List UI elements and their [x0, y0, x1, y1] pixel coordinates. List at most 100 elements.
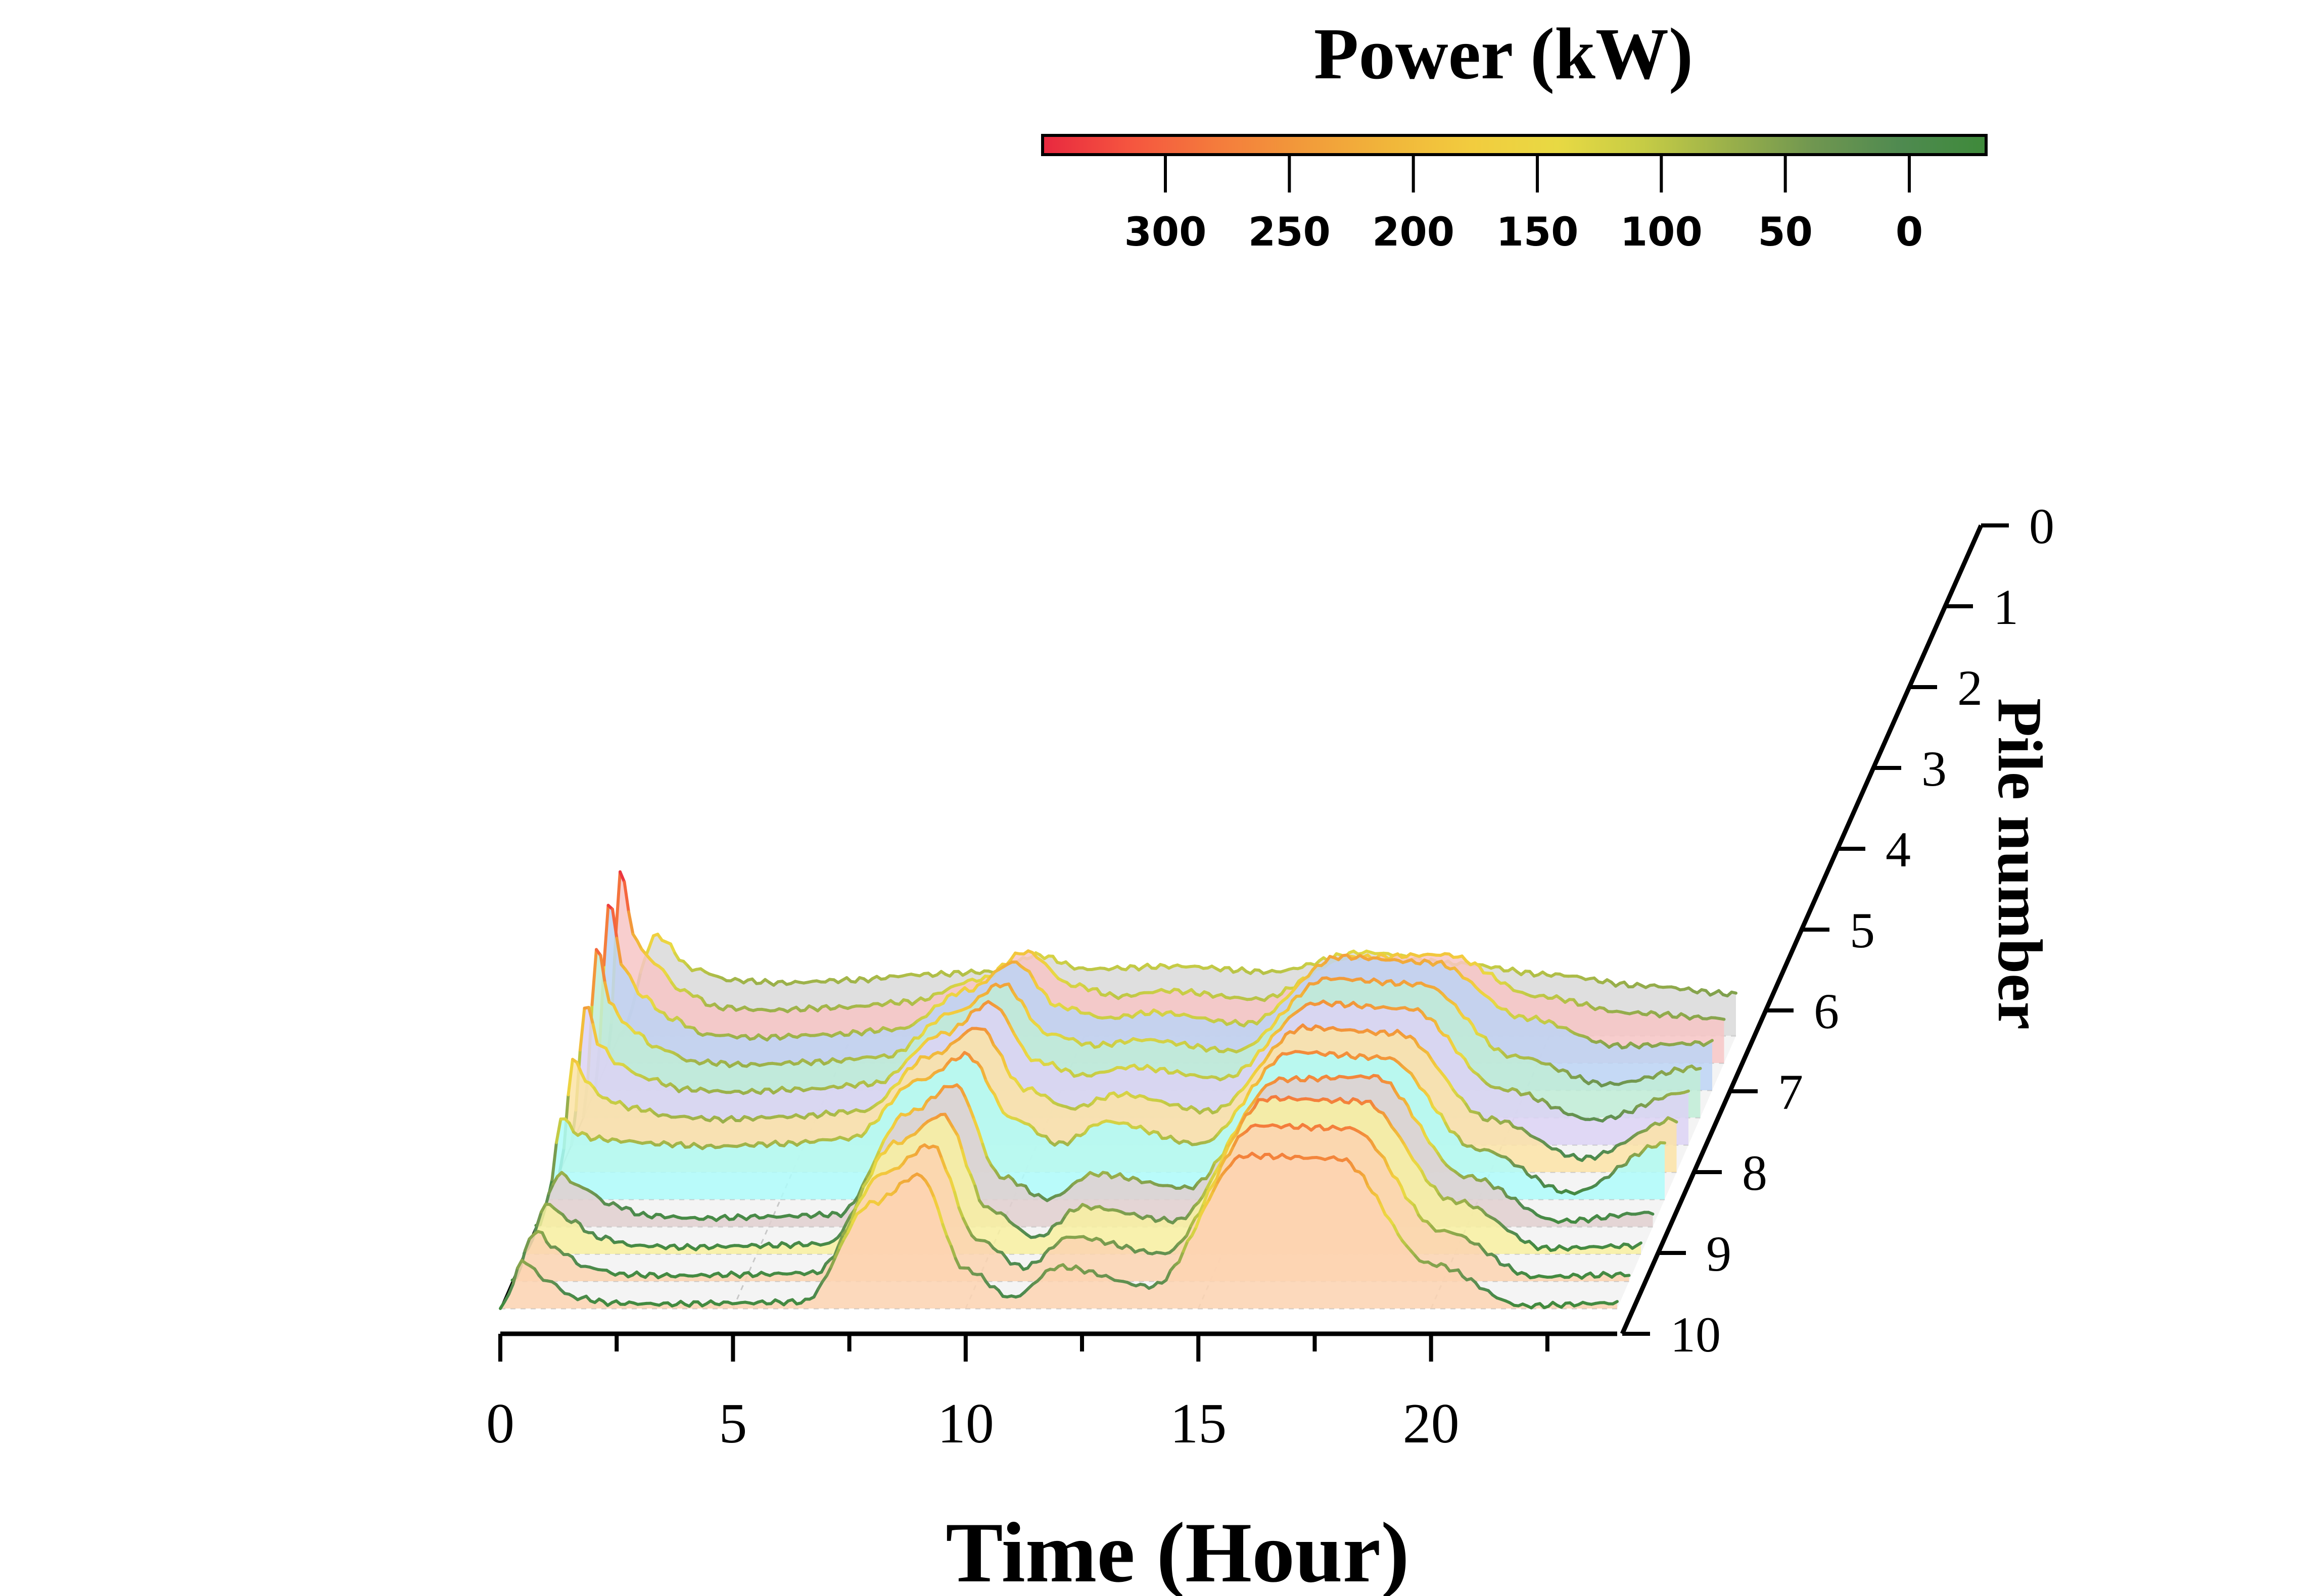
series-line-segment [1440, 1113, 1447, 1125]
series-line-segment [1671, 1118, 1678, 1124]
series-line-segment [1682, 1089, 1690, 1094]
series-line-segment [961, 1148, 968, 1168]
colorbar-tick-label: 0 [1896, 210, 1923, 255]
y-tick-label: 0 [2029, 498, 2054, 554]
series-line-segment [834, 1246, 841, 1259]
series-line-segment [825, 1265, 833, 1277]
series-line-segment [1201, 1186, 1209, 1198]
series-line-segment [547, 1182, 555, 1195]
series-line-segment [1647, 1211, 1655, 1216]
series-line-segment [1730, 990, 1737, 995]
series-line-segment [1008, 1024, 1016, 1035]
y-tick-label: 7 [1778, 1064, 1803, 1120]
series-line-segment [524, 1237, 531, 1252]
series-line-segment [590, 948, 598, 1006]
series-line-segment [1433, 1020, 1441, 1032]
series-line-segment [845, 1219, 853, 1231]
series-line-segment [623, 880, 630, 913]
series-line-segment [1706, 1039, 1714, 1045]
y-tick-label: 6 [1814, 983, 1839, 1039]
series-line-segment [861, 1176, 868, 1187]
y-axis-label: Pile number [1985, 698, 2054, 1030]
series-line-segment [1400, 1185, 1407, 1199]
series-line-segment [604, 1046, 612, 1058]
series-line-segment [1420, 1170, 1428, 1182]
series-line-segment [928, 1186, 936, 1199]
series-line-segment [1032, 978, 1040, 989]
series-line-segment [615, 937, 623, 966]
series-line-segment [1198, 1202, 1205, 1215]
series-line-segment [1212, 1181, 1219, 1192]
colorbar-tick-label: 200 [1372, 210, 1454, 255]
series-line-segment [1207, 1189, 1215, 1201]
series-line-segment [1419, 1124, 1427, 1137]
series-line-segment [587, 1006, 595, 1026]
series-line-segment [946, 1235, 953, 1248]
series-line-segment [1209, 1161, 1216, 1174]
series-line-segment [535, 1211, 543, 1227]
series-line-segment [1406, 1104, 1414, 1118]
series-line-segment [1413, 1204, 1420, 1217]
series-line-segment [962, 1217, 969, 1229]
series-line-segment [932, 1196, 940, 1212]
series-layer [499, 870, 1737, 1310]
series-line-segment [1185, 1224, 1193, 1237]
colorbar-tick-label: 100 [1620, 210, 1703, 255]
series-line-segment [968, 1106, 976, 1121]
series-line-segment [941, 1223, 949, 1238]
series-line-segment [619, 870, 626, 884]
series-line-segment [956, 1134, 964, 1152]
y-tick-label: 4 [1886, 821, 1911, 878]
y-tick-label: 3 [1921, 741, 1947, 797]
series-line-segment [1266, 1035, 1274, 1046]
series-line-segment [1045, 993, 1052, 1006]
series-line-segment [973, 1184, 981, 1202]
series-line-segment [1219, 1156, 1227, 1168]
series-line-segment [870, 1159, 878, 1175]
series-line-segment [1611, 1300, 1619, 1305]
series-line-segment [964, 1096, 971, 1110]
series-line-segment [898, 1073, 905, 1085]
y-tick-label: 10 [1670, 1307, 1721, 1363]
series-line-segment [1718, 1017, 1726, 1021]
series-fill-pile-10 [500, 1153, 1617, 1309]
series-line-segment [940, 1157, 948, 1172]
x-tick-label: 10 [937, 1392, 994, 1455]
series-line-segment [602, 903, 610, 966]
series-line-segment [984, 1079, 992, 1090]
series-line-segment [1444, 1122, 1451, 1133]
series-line-segment [1229, 1110, 1237, 1123]
series-line-segment [1228, 1144, 1236, 1156]
series-line-segment [972, 1118, 980, 1133]
x-tick-label: 0 [486, 1392, 514, 1455]
series-line-segment [878, 1139, 885, 1152]
x-tick-label: 15 [1170, 1392, 1227, 1455]
series-line-segment [1215, 1165, 1222, 1181]
series-line-segment [632, 982, 640, 995]
series-line-segment [945, 1169, 952, 1181]
series-line-segment [614, 870, 622, 936]
series-line-segment [838, 1237, 845, 1249]
series-line-segment [575, 1060, 583, 1074]
series-line-segment [1236, 1121, 1243, 1135]
series-line-segment [954, 1257, 962, 1270]
series-line-segment [840, 1222, 848, 1234]
series-line-segment [987, 1033, 995, 1046]
series-line-segment [949, 1177, 956, 1194]
series-line-segment [937, 1208, 945, 1226]
y-tick-label: 1 [1993, 579, 2018, 635]
series-line-segment [846, 1221, 854, 1234]
series-line-segment [812, 1287, 820, 1299]
series-line-segment [936, 1146, 944, 1160]
series-line-segment [1182, 1239, 1189, 1253]
series-line-segment [1362, 1174, 1370, 1188]
series-line-segment [1218, 1154, 1226, 1166]
series-line-segment [874, 1148, 881, 1162]
series-line-segment [851, 1213, 859, 1224]
series-line-segment [580, 1071, 587, 1083]
series-line-segment [1004, 1015, 1011, 1027]
series-line-segment [1189, 1216, 1197, 1228]
series-line-segment [1392, 1224, 1400, 1236]
